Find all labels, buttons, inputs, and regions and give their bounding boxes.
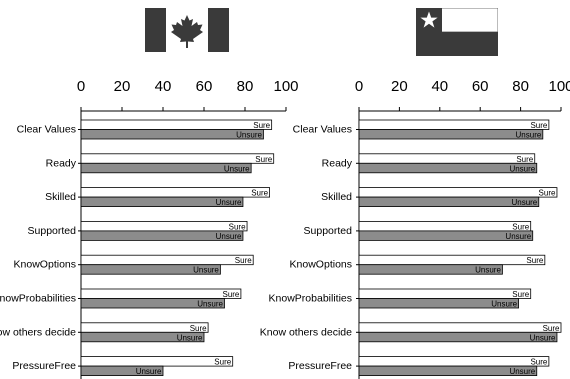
bar-sure	[80, 119, 273, 130]
bar-sure	[80, 187, 271, 198]
bar-sure	[358, 322, 562, 333]
bar-label-unsure: Unsure	[193, 266, 219, 275]
bar-label-sure: Sure	[512, 222, 529, 231]
bar-unsure	[80, 129, 264, 140]
bar-label-unsure: Unsure	[236, 131, 262, 140]
bar-unsure	[358, 298, 519, 309]
bar-sure	[80, 288, 242, 299]
x-tick-label: 40	[155, 78, 172, 95]
category-label: Skilled	[321, 191, 352, 203]
bar-label-unsure: Unsure	[530, 333, 556, 342]
bar-sure	[80, 220, 248, 232]
bar-unsure	[80, 230, 244, 241]
category-label: Clear Values	[293, 124, 352, 136]
category-label: Ready	[322, 157, 353, 169]
bar-label-unsure: Unsure	[511, 198, 537, 207]
category-label: Skilled	[45, 191, 76, 203]
bar-unsure	[80, 365, 164, 377]
bar-label-sure: Sure	[253, 121, 270, 130]
bar-sure	[80, 254, 254, 266]
bar-sure	[358, 153, 536, 164]
bar-unsure	[80, 196, 244, 208]
bar-label-sure: Sure	[530, 121, 547, 130]
bar-sure	[80, 356, 234, 367]
bar-label-sure: Sure	[235, 256, 252, 265]
bar-sure	[358, 187, 558, 198]
bar-label-unsure: Unsure	[516, 131, 542, 140]
bar-unsure	[358, 331, 558, 343]
bar-label-unsure: Unsure	[216, 198, 242, 207]
x-tick-label: 100	[548, 78, 570, 95]
bar-sure	[358, 220, 532, 232]
bar-label-sure: Sure	[255, 155, 272, 164]
bar-sure	[358, 119, 550, 130]
canada-flag-icon	[145, 8, 229, 52]
category-label: Ready	[46, 157, 77, 169]
bar-label-unsure: Unsure	[136, 367, 162, 376]
bar-label-unsure: Unsure	[224, 164, 250, 173]
bar-label-sure: Sure	[539, 189, 556, 198]
bar-label-unsure: Unsure	[509, 164, 535, 173]
category-label: KnowProbabilities	[269, 293, 352, 305]
bar-sure	[80, 153, 275, 164]
bar-sure	[358, 356, 550, 367]
bar-label-unsure: Unsure	[216, 232, 242, 241]
category-label: Clear Values	[17, 124, 76, 136]
bar-label-unsure: Unsure	[491, 300, 517, 309]
category-label: PressureFree	[12, 360, 76, 372]
bar-label-unsure: Unsure	[475, 266, 501, 275]
bar-label-sure: Sure	[229, 222, 246, 231]
bar-label-sure: Sure	[214, 358, 231, 367]
bar-label-sure: Sure	[530, 358, 547, 367]
category-label: KnowOptions	[290, 259, 352, 271]
x-tick-label: 0	[77, 78, 85, 95]
bar-unsure	[80, 264, 221, 275]
category-label: Know others decide	[260, 326, 352, 338]
bar-unsure	[358, 162, 538, 174]
category-label: PressureFree	[288, 360, 352, 372]
bar-label-unsure: Unsure	[177, 333, 203, 342]
bar-unsure	[358, 196, 540, 208]
x-tick-label: 60	[196, 78, 213, 95]
category-label: Know others decide	[0, 326, 76, 338]
bar-unsure	[80, 331, 205, 343]
bar-unsure	[358, 365, 538, 377]
bar-label-sure: Sure	[516, 155, 533, 164]
bar-label-sure: Sure	[251, 189, 268, 198]
bar-label-unsure: Unsure	[505, 232, 531, 241]
bar-label-unsure: Unsure	[197, 300, 223, 309]
category-label: KnowOptions	[14, 259, 76, 271]
x-tick-label: 40	[431, 78, 448, 95]
x-tick-label: 80	[237, 78, 254, 95]
category-label: Supported	[28, 225, 77, 237]
bar-unsure	[80, 298, 225, 309]
x-tick-label: 80	[512, 78, 529, 95]
category-label: KnowProbabilities	[0, 293, 76, 305]
bar-unsure	[358, 230, 534, 241]
bar-sure	[358, 288, 532, 299]
x-tick-label: 60	[472, 78, 489, 95]
bar-label-sure: Sure	[222, 290, 239, 299]
bar-label-sure: Sure	[526, 256, 543, 265]
bar-unsure	[358, 264, 503, 275]
bar-label-sure: Sure	[512, 290, 529, 299]
bar-label-sure: Sure	[190, 324, 207, 333]
x-tick-label: 100	[273, 78, 298, 95]
bar-sure	[358, 254, 546, 266]
x-tick-label: 0	[355, 78, 363, 95]
chile-flag-icon	[416, 8, 498, 56]
bar-label-unsure: Unsure	[509, 367, 535, 376]
category-label: Supported	[304, 225, 353, 237]
bar-unsure	[358, 129, 544, 140]
x-tick-label: 20	[114, 78, 131, 95]
bar-unsure	[80, 162, 252, 174]
bar-label-sure: Sure	[543, 324, 560, 333]
x-tick-label: 20	[391, 78, 408, 95]
